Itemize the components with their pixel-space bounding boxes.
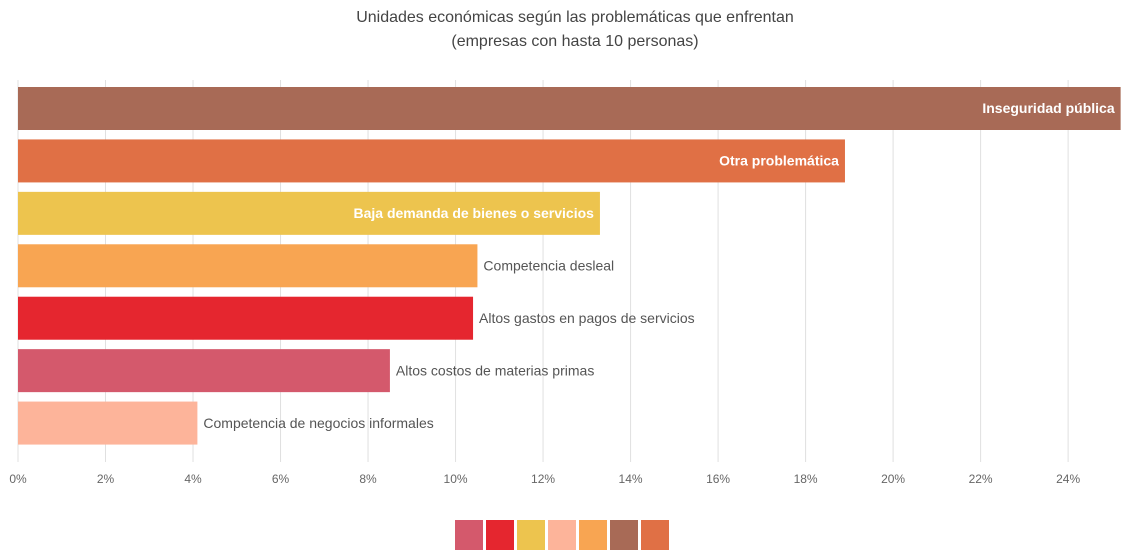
legend-swatch xyxy=(579,520,607,550)
x-tick-label: 20% xyxy=(881,472,905,486)
x-tick-label: 2% xyxy=(97,472,115,486)
legend xyxy=(455,520,669,550)
bar-label: Altos costos de materias primas xyxy=(396,362,594,378)
bar-label: Otra problemática xyxy=(719,153,839,169)
x-tick-label: 16% xyxy=(706,472,730,486)
bar-label: Competencia de negocios informales xyxy=(203,415,433,431)
bar xyxy=(18,87,1121,130)
bar xyxy=(18,191,600,235)
chart-title: Unidades económicas según las problemáti… xyxy=(356,9,794,26)
chart-subtitle: (empresas con hasta 10 personas) xyxy=(451,33,698,50)
bars: Inseguridad pública Otra problemática Baja… xyxy=(18,87,1121,445)
x-tick-label: 14% xyxy=(619,472,643,486)
bar-label: Inseguridad pública xyxy=(982,100,1114,116)
legend-swatch xyxy=(455,520,483,550)
bar xyxy=(18,296,474,340)
legend-swatch xyxy=(641,520,669,550)
bar-label: Baja demanda de bienes o servicios xyxy=(354,205,595,221)
x-tick-label: 4% xyxy=(184,472,202,486)
legend-swatch xyxy=(610,520,638,550)
legend-swatch xyxy=(486,520,514,550)
bar-label: Competencia desleal xyxy=(483,257,614,273)
bar xyxy=(18,401,198,445)
bar xyxy=(18,139,845,183)
x-tick-label: 18% xyxy=(794,472,818,486)
x-tick-label: 12% xyxy=(531,472,555,486)
x-tick-label: 24% xyxy=(1056,472,1080,486)
x-tick-label: 8% xyxy=(359,472,377,486)
x-tick-label: 0% xyxy=(9,472,27,486)
bar xyxy=(18,349,390,393)
legend-swatch xyxy=(517,520,545,550)
bar-label: Altos gastos en pagos de servicios xyxy=(479,310,695,326)
x-tick-label: 10% xyxy=(444,472,468,486)
x-tick-label: 6% xyxy=(272,472,290,486)
x-tick-label: 22% xyxy=(969,472,993,486)
legend-swatch xyxy=(548,520,576,550)
bar xyxy=(18,244,478,288)
